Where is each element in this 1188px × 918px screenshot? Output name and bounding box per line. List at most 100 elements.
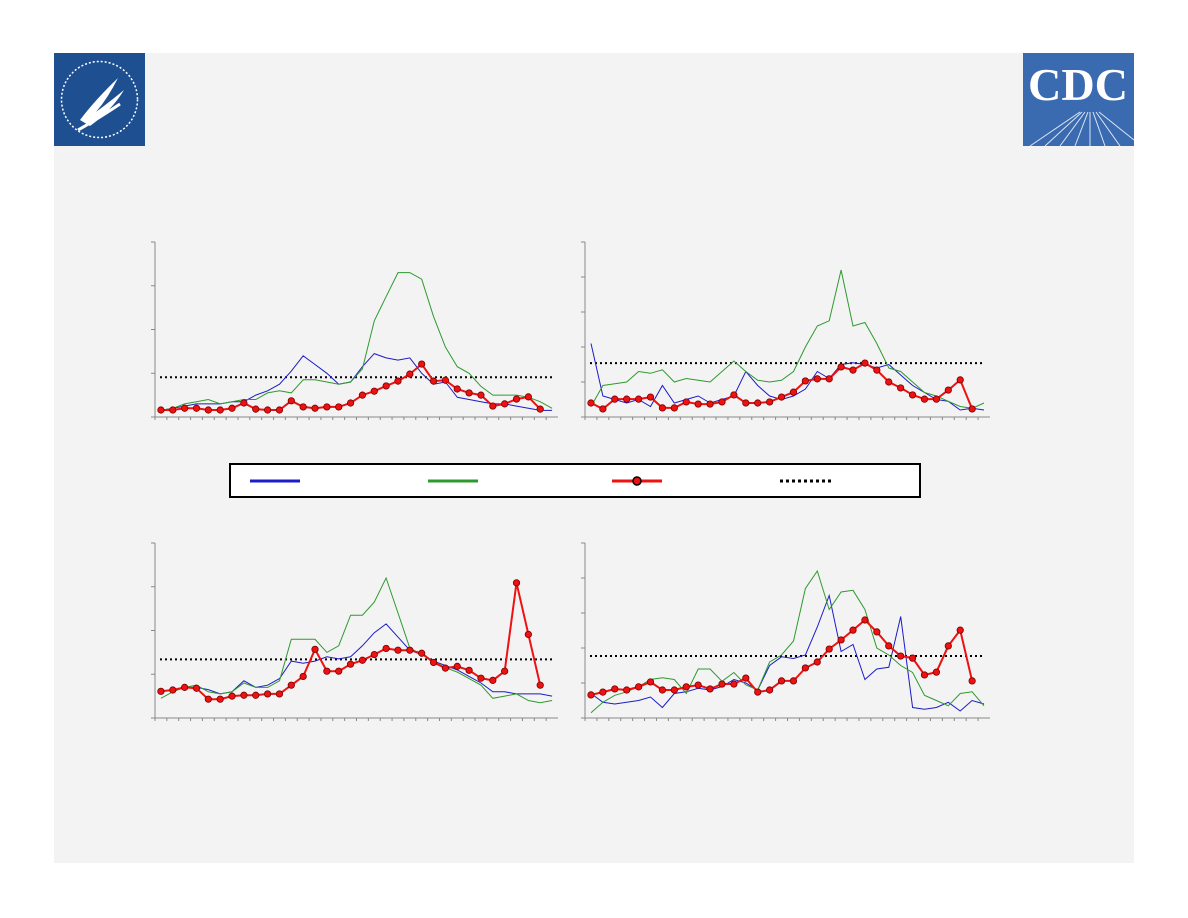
- data-point: [742, 399, 750, 407]
- data-point: [299, 403, 307, 411]
- data-point: [406, 370, 414, 378]
- hhs-logo: [54, 53, 145, 146]
- data-point: [611, 685, 619, 693]
- data-point: [382, 644, 390, 653]
- data-point: [837, 636, 845, 644]
- data-point: [861, 616, 869, 624]
- data-point: [489, 676, 497, 684]
- data-point: [730, 391, 738, 399]
- data-point: [346, 660, 355, 668]
- data-point: [801, 377, 809, 385]
- data-point: [587, 691, 595, 699]
- data-point: [370, 387, 378, 395]
- logo-text: CDC: [1028, 59, 1128, 110]
- series-line: [590, 269, 985, 409]
- chart: [151, 542, 558, 721]
- data-point: [287, 681, 295, 689]
- data-point: [813, 658, 821, 666]
- data-point: [825, 645, 833, 653]
- data-point: [897, 652, 905, 660]
- data-point: [932, 668, 940, 676]
- data-point: [169, 406, 177, 414]
- data-point: [370, 650, 378, 659]
- data-point: [920, 395, 929, 403]
- data-point: [524, 393, 532, 401]
- data-point: [897, 384, 905, 392]
- data-point: [837, 363, 845, 371]
- data-point: [825, 375, 833, 383]
- data-point: [429, 658, 438, 667]
- data-point: [228, 692, 236, 700]
- data-point: [216, 695, 224, 703]
- data-point: [766, 686, 774, 694]
- data-point: [754, 688, 762, 696]
- data-point: [944, 642, 952, 650]
- data-point: [252, 405, 260, 413]
- data-point: [587, 399, 595, 407]
- data-point: [908, 391, 917, 399]
- legend-marker: [632, 476, 642, 486]
- cdc-logo: CDC: [1023, 53, 1135, 147]
- data-point: [599, 688, 607, 696]
- data-point: [429, 377, 438, 385]
- data-point: [512, 395, 521, 403]
- data-point: [873, 628, 881, 636]
- data-point: [694, 681, 702, 689]
- data-point: [264, 406, 272, 414]
- data-point: [311, 404, 319, 412]
- data-point: [682, 683, 690, 691]
- data-point: [465, 666, 473, 674]
- data-point: [335, 667, 343, 675]
- data-point: [181, 683, 189, 691]
- data-point: [658, 404, 667, 412]
- data-point: [323, 403, 331, 411]
- data-point: [623, 686, 631, 694]
- data-point: [694, 400, 702, 408]
- data-point: [512, 579, 521, 587]
- data-point: [453, 662, 461, 670]
- data-point: [264, 690, 272, 698]
- data-point: [216, 406, 224, 414]
- data-point: [873, 366, 881, 374]
- data-point: [358, 656, 367, 664]
- data-point: [635, 395, 643, 403]
- data-point: [646, 678, 655, 686]
- data-point: [477, 391, 485, 399]
- data-point: [801, 664, 809, 672]
- data-point: [157, 687, 165, 695]
- data-point: [536, 405, 544, 413]
- data-point: [240, 399, 248, 407]
- data-point: [646, 393, 655, 401]
- data-point: [682, 398, 690, 406]
- data-point: [944, 386, 952, 394]
- chart: [151, 241, 558, 420]
- data-point: [346, 399, 355, 407]
- data-point: [706, 400, 714, 408]
- data-point: [777, 393, 786, 401]
- data-point: [599, 405, 607, 413]
- data-point: [789, 677, 798, 685]
- data-point: [358, 391, 367, 399]
- data-point: [670, 686, 678, 694]
- data-point: [932, 395, 940, 403]
- data-point: [968, 677, 976, 685]
- data-point: [299, 672, 307, 681]
- series-line: [160, 272, 553, 411]
- data-point: [287, 397, 295, 405]
- data-point: [742, 674, 750, 682]
- data-point: [777, 677, 786, 685]
- data-point: [861, 359, 869, 367]
- data-point: [885, 642, 893, 650]
- data-point: [204, 406, 212, 414]
- data-point: [394, 646, 402, 654]
- data-point: [623, 395, 631, 403]
- series-line: [160, 576, 553, 704]
- legend: [229, 463, 921, 498]
- data-point: [908, 654, 917, 662]
- data-point: [718, 398, 726, 406]
- data-point: [441, 376, 449, 384]
- data-point: [670, 404, 678, 412]
- data-point: [228, 404, 236, 412]
- data-point: [275, 690, 284, 698]
- data-point: [920, 671, 929, 679]
